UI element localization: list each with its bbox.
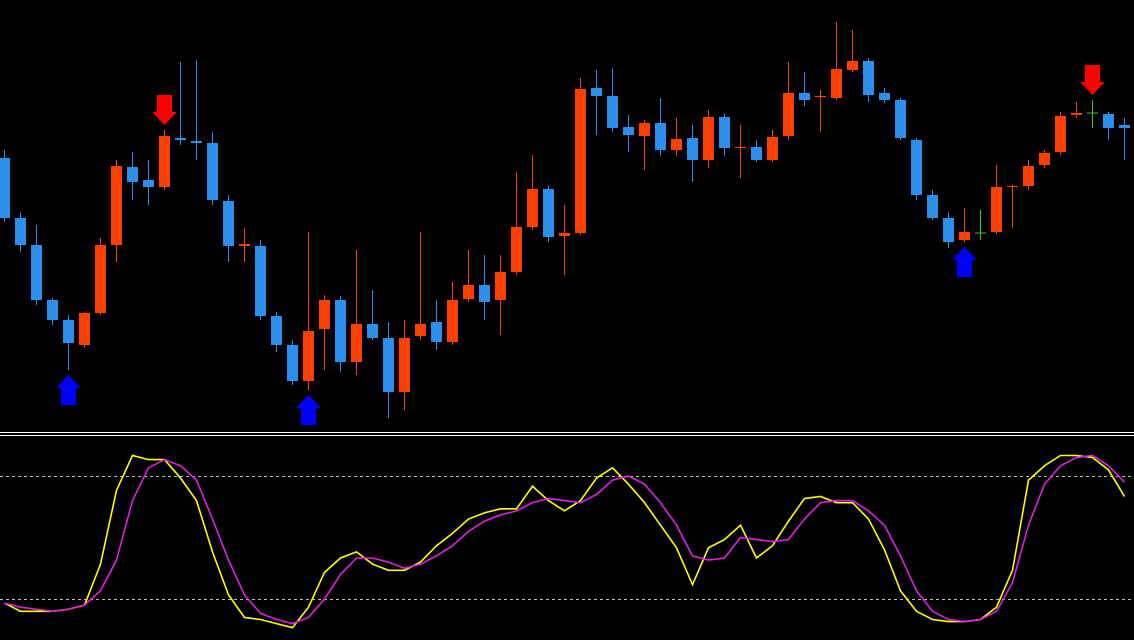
candle-body [15, 218, 26, 245]
candle-body [431, 322, 442, 342]
candle-body [191, 141, 202, 143]
candle-body [815, 96, 826, 97]
candle-body [95, 245, 106, 313]
candle-body [1007, 186, 1018, 187]
candle-body [639, 123, 650, 136]
candle-body [47, 300, 58, 320]
candle-body [1119, 125, 1130, 128]
candle-body [799, 93, 810, 100]
candle-body [479, 285, 490, 302]
candle-body [287, 345, 298, 381]
candle-body [207, 143, 218, 200]
candle-body [735, 147, 746, 148]
candle-body [1071, 113, 1082, 115]
candle-body [511, 227, 522, 272]
candle-body [623, 127, 634, 135]
candle-body [703, 117, 714, 160]
candle-body [127, 167, 138, 182]
buy-arrow [952, 247, 977, 277]
candle-body [1103, 114, 1114, 128]
candle-body [351, 324, 362, 362]
candle-body [751, 147, 762, 160]
candle-body [239, 244, 250, 246]
candle-body [63, 320, 74, 343]
candle-body [255, 246, 266, 316]
candle-body [911, 140, 922, 195]
candle-body [1023, 166, 1034, 186]
buy-arrow [296, 395, 321, 425]
candle-body [79, 313, 90, 345]
candle-body [671, 139, 682, 150]
sell-arrow [152, 95, 177, 125]
candle-body [863, 61, 874, 95]
candle-body [271, 316, 282, 345]
candle-body [367, 324, 378, 338]
candle-body [223, 201, 234, 246]
candle-body [847, 61, 858, 70]
candle-body [399, 338, 410, 392]
candle-body [687, 138, 698, 160]
candle-body [559, 233, 570, 236]
candle-body [655, 123, 666, 150]
candle-body [463, 285, 474, 299]
buy-arrow [56, 375, 81, 405]
candle-body [383, 338, 394, 392]
candle-body [783, 93, 794, 136]
candle-body [831, 69, 842, 98]
candle-body [159, 136, 170, 187]
candle-body [447, 300, 458, 342]
candle-body [175, 138, 186, 140]
candle-body [111, 166, 122, 245]
candle-body [767, 137, 778, 160]
sell-arrow [1080, 65, 1105, 95]
candle-body [607, 96, 618, 128]
candle-body [31, 245, 42, 300]
candle-body [1055, 116, 1066, 152]
candle-body [319, 300, 330, 329]
stochastic-line [4, 454, 1126, 625]
candle-body [303, 331, 314, 381]
candle-body [879, 93, 890, 100]
candle-body [927, 195, 938, 218]
candle-body [991, 187, 1002, 232]
candle-body [143, 180, 154, 187]
candle-body [335, 300, 346, 362]
candle-body [543, 189, 554, 237]
candle-body [575, 89, 586, 233]
candle-body [895, 100, 906, 138]
candle-body [527, 189, 538, 227]
candle-body [415, 324, 426, 336]
candle-body [0, 158, 10, 218]
candle-body [495, 272, 506, 300]
stochastic-line [4, 454, 1126, 629]
candle-body [959, 232, 970, 240]
candle-body [591, 88, 602, 96]
candle-body [1039, 153, 1050, 165]
candle-body [719, 117, 730, 148]
candle-body [943, 218, 954, 242]
